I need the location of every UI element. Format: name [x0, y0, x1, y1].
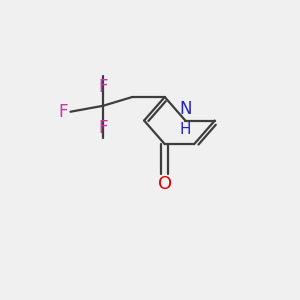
Text: F: F	[98, 119, 108, 137]
Text: F: F	[58, 103, 68, 121]
Text: O: O	[158, 175, 172, 193]
Text: H: H	[180, 122, 191, 137]
Text: N: N	[179, 100, 192, 118]
Text: F: F	[98, 78, 108, 96]
